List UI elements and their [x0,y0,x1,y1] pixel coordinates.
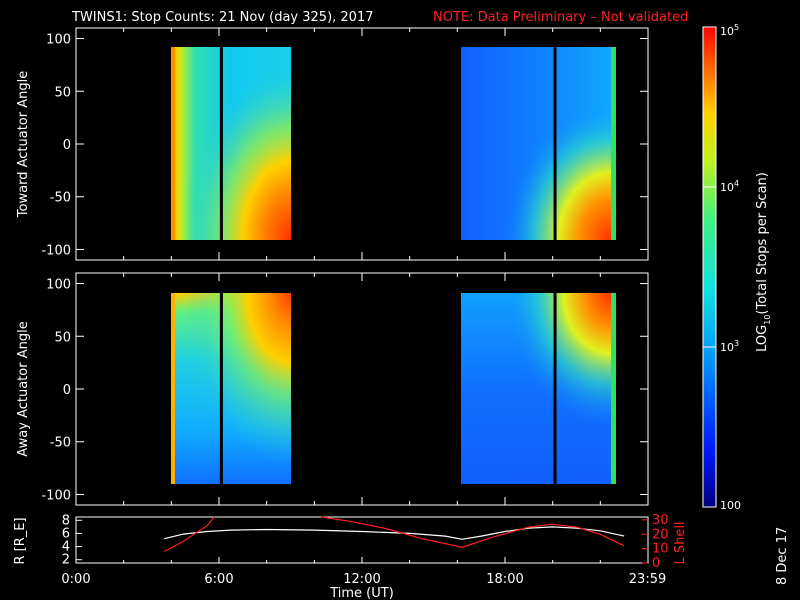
x-axis-label: Time (UT) [329,586,394,600]
upper-data-gap [219,47,223,241]
upper-ytick-label: -50 [50,191,71,206]
r-ytick-label: 8 [62,513,70,528]
lshell-line [321,516,625,548]
r-ylabel: R [R_E] [13,517,28,564]
chart-title: TWINS1: Stop Counts: 21 Nov (day 325), 2… [71,10,374,25]
lshell-ytick-label: 20 [652,527,669,542]
r-ytick-label: 2 [62,553,70,568]
colorbar-tick-label: 100 [720,499,741,512]
lshell-ytick-label: 10 [652,542,669,557]
upper-data-gap [625,47,629,241]
lower-ylabel: Away Actuator Angle [16,321,31,456]
lshell-line [163,516,215,553]
lower-ytick-label: -50 [50,436,71,451]
upper-ytick-label: -100 [41,243,71,258]
colorbar: 105 104 103 100 LOG10(Total Stops per Scan) [702,23,772,512]
lower-data-gap [553,292,557,486]
upper-ytick-label: 100 [46,33,71,48]
colorbar-tick-label: 103 [720,339,739,354]
upper-ylabel: Toward Actuator Angle [16,71,31,218]
r-ytick-label: 4 [62,540,70,555]
lower-ytick-label: 100 [46,278,71,293]
upper-ytick-label: 50 [54,85,71,100]
upper-heatmap [171,47,616,240]
x-tick-label: 23:59 [629,572,666,587]
preliminary-note: NOTE: Data Preliminary – Not validated [433,10,688,25]
lower-ytick-label: -100 [41,488,71,503]
x-tick-label: 6:00 [204,572,233,587]
r-line [164,526,625,540]
x-tick-label: 12:00 [343,572,380,587]
x-tick-label: 18:00 [486,572,523,587]
lower-ytick-label: 0 [63,383,71,398]
upper-data-gap [553,47,557,241]
lower-heatmap [171,293,616,484]
colorbar-label: LOG10(Total Stops per Scan) [755,172,772,352]
x-tick-label: 0:00 [61,572,90,587]
lower-ytick-label: 50 [54,330,71,345]
colorbar-tick-label: 104 [720,179,739,194]
upper-ytick-label: 0 [63,138,71,153]
lshell-ytick-label: 30 [652,513,669,528]
lshell-ylabel: L Shell [673,521,688,564]
colorbar-scale [702,26,717,508]
colorbar-tick-label: 105 [720,23,739,38]
lshell-ytick-label: 0 [652,556,660,571]
date-stamp: 8 Dec 17 [775,527,790,585]
lower-data-gap [219,292,223,486]
lower-data-gap [625,292,629,486]
r-ytick-label: 6 [62,526,70,541]
